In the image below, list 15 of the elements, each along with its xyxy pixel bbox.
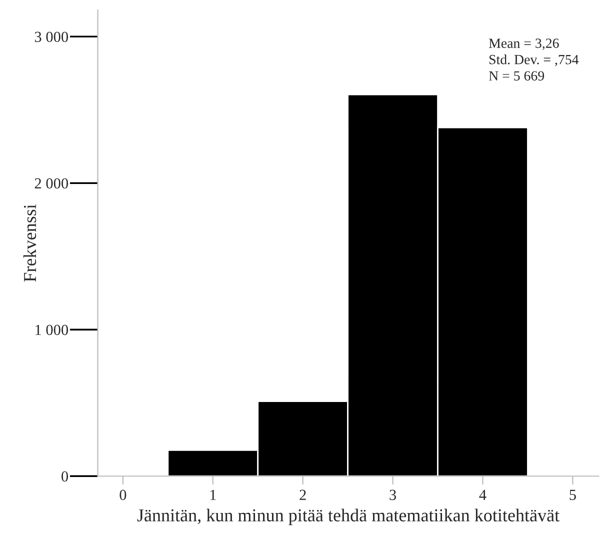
x-tick-label: 4	[479, 490, 486, 500]
x-axis-title: Jännitän, kun minun pitää tehdä matematiikan kotitehtävät	[137, 508, 560, 526]
y-axis-title: Frekvenssi	[23, 204, 36, 282]
annotation: Mean = 3,26	[488, 38, 559, 50]
annotation: Std. Dev. = ,754	[489, 54, 579, 66]
y-tick-label: 3 000	[34, 32, 68, 42]
y-tick-label: 2 000	[34, 178, 68, 189]
y-tick-label: 1 000	[36, 324, 68, 336]
x-tick-label: 5	[570, 490, 576, 500]
x-tick-label: 0	[120, 490, 126, 500]
annotation: N = 5 669	[488, 71, 544, 81]
y-tick-label: 0	[62, 471, 68, 482]
x-tick-label: 1	[210, 490, 216, 500]
x-tick-label: 3	[390, 490, 396, 500]
x-tick-label: 2	[300, 490, 306, 500]
